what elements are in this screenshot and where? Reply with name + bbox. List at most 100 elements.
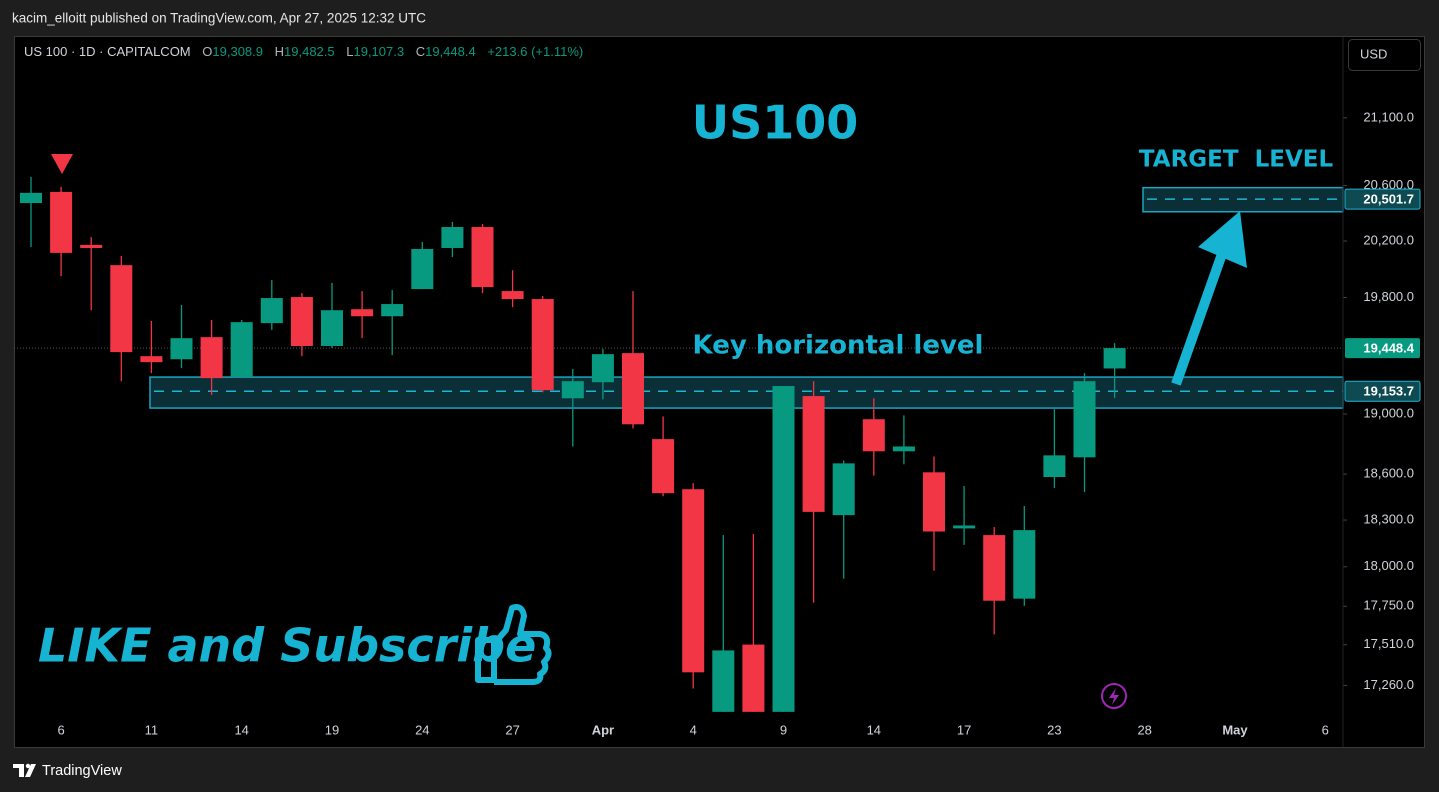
candle-body [170,338,193,360]
target-label: TARGET LEVEL [1139,147,1334,173]
symbol: US 100 · 1D · CAPITALCOM [24,44,191,59]
last-price-label: 19,448.4 [1363,341,1414,356]
y-tick-label: 17,260.0 [1363,677,1414,692]
key-level-label: Key horizontal level [693,331,984,361]
candle-body [321,310,343,346]
level-price-tag [1344,380,1421,402]
candle-body [682,489,705,673]
x-tick-label: 23 [1047,722,1061,737]
x-tick-label: 19 [325,722,339,737]
level-zone [149,376,1344,409]
last-price-tag [1345,338,1420,359]
y-tick-label: 19,800.0 [1363,289,1414,304]
legend-value: 19,482.5 [284,44,335,59]
candle-body [20,192,42,204]
candle-body [742,644,765,712]
level-price-label: 19,153.7 [1363,384,1414,399]
x-tick-label: 14 [867,722,881,737]
candle-body [441,227,464,248]
logo-part [13,764,24,777]
arrow-shaft [1171,252,1227,386]
thumb-cuff [475,637,497,683]
legend-value: 19,107.3 [353,44,404,59]
candle-body [501,291,524,300]
thumbs-up-icon [475,604,552,685]
candle-body [471,227,494,288]
logo-part [25,764,36,777]
candle-body [1073,381,1096,458]
candle-body [140,356,163,363]
y-tick-label: 18,000.0 [1363,558,1414,573]
signal-marker [51,154,73,174]
legend-value: 19,448.4 [425,44,476,59]
currency-label[interactable]: USD [1360,46,1387,61]
x-tick-label: Apr [592,722,614,737]
candle-body [561,381,584,399]
candle-body [923,472,945,532]
candle-body [832,463,855,516]
candle-body [591,354,614,383]
x-tick-label: 17 [957,722,971,737]
legend-letter: C [416,44,425,59]
currency-button[interactable] [1348,39,1421,71]
y-tick-label: 18,300.0 [1363,512,1414,527]
candle-body [1013,530,1036,599]
level-price-tag [1344,188,1421,210]
legend-value: 19,308.9 [212,44,263,59]
candle-body [953,525,976,529]
candle-body [230,322,253,378]
thumb-hand [491,604,552,685]
candle-body [411,248,434,290]
level-price-label: 20,501.7 [1363,192,1414,207]
x-tick-label: 14 [234,722,248,737]
candle-body [531,299,554,391]
x-tick-label: 28 [1137,722,1151,737]
candle-body [381,304,404,317]
flash-ring [1101,683,1127,709]
y-tick-label: 17,510.0 [1363,636,1414,651]
change: +213.6 (+1.11%) [487,44,583,59]
candle-body [1103,348,1126,369]
flash-icon [1101,683,1127,709]
legend-letter: L [346,44,353,59]
candle-body [1043,455,1066,478]
flash-bolt [1109,688,1119,705]
plot: 21,100.0 20,600.0 20,200.0 19,800.0 19,000.0… [14,109,1421,737]
y-tick-label: 19,000.0 [1363,405,1414,420]
candle-body [652,439,675,494]
brand-logo [13,763,36,777]
x-tick-label: 6 [1322,722,1329,737]
y-tick-label: 20,600.0 [1363,177,1414,192]
brand: TradingView [42,763,122,779]
y-tick-label: 18,600.0 [1363,466,1414,481]
x-tick-label: 27 [505,722,519,737]
candle-body [622,353,644,425]
candle-body [802,396,825,512]
x-tick-label: 6 [57,722,64,737]
x-tick-label: 9 [780,722,787,737]
candle-body [983,535,1006,601]
candle-body [772,386,795,712]
x-tick-label: 11 [145,722,159,737]
x-tick-label: 4 [690,722,697,737]
legend-letter: H [275,44,284,59]
publisher-line: kacim_elloitt published on TradingView.c… [12,11,426,26]
candle-body [351,309,374,317]
legend-letter: O [202,44,212,59]
candle-body [862,419,885,452]
logo-part [25,763,31,769]
y-tick-label: 21,100.0 [1363,109,1414,124]
x-tick-label: 24 [415,722,429,737]
annotation: LIKE and Subscribe [38,619,536,673]
candle-body [80,244,103,248]
x-tick-label: May [1222,722,1248,737]
candle-body [892,446,915,452]
arrow-head [1198,211,1247,268]
candle-body [712,650,735,712]
chart-title: US100 [692,96,859,150]
arrow [1171,211,1247,386]
y-tick-label: 17,750.0 [1363,598,1414,613]
